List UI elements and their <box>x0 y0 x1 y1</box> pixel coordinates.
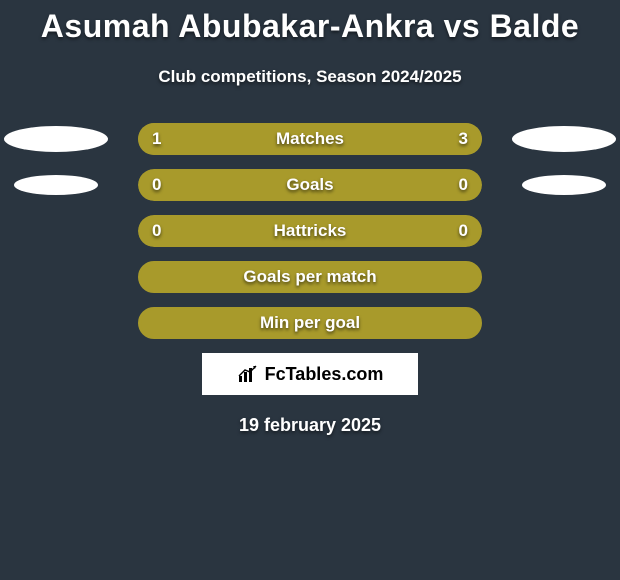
stat-label: Hattricks <box>138 221 482 241</box>
player-avatar-right <box>508 175 620 195</box>
stat-row: 00Goals <box>0 169 620 201</box>
logo-text: FcTables.com <box>265 364 384 385</box>
stat-label: Min per goal <box>141 313 479 333</box>
stat-bar: 13Matches <box>138 123 482 155</box>
stats-comparison-area: 13Matches 00Goals 00Hattricks Goals per mat… <box>0 123 620 339</box>
stat-bar: 00Hattricks <box>138 215 482 247</box>
stat-bar: 00Goals <box>138 169 482 201</box>
stat-bar: Goals per match <box>138 261 482 293</box>
season-subtitle: Club competitions, Season 2024/2025 <box>0 67 620 87</box>
stat-label: Goals <box>138 175 482 195</box>
date-label: 19 february 2025 <box>0 415 620 436</box>
fctables-logo: FcTables.com <box>202 353 418 395</box>
page-title: Asumah Abubakar-Ankra vs Balde <box>0 0 620 45</box>
player-avatar-left <box>0 126 112 152</box>
chart-icon <box>237 364 259 384</box>
stat-row: 13Matches <box>0 123 620 155</box>
stat-row: Goals per match <box>0 261 620 293</box>
player-avatar-right <box>508 126 620 152</box>
stat-row: Min per goal <box>0 307 620 339</box>
stat-label: Matches <box>138 129 482 149</box>
stat-bar: Min per goal <box>138 307 482 339</box>
stat-row: 00Hattricks <box>0 215 620 247</box>
player-avatar-left <box>0 175 112 195</box>
stat-label: Goals per match <box>141 267 479 287</box>
